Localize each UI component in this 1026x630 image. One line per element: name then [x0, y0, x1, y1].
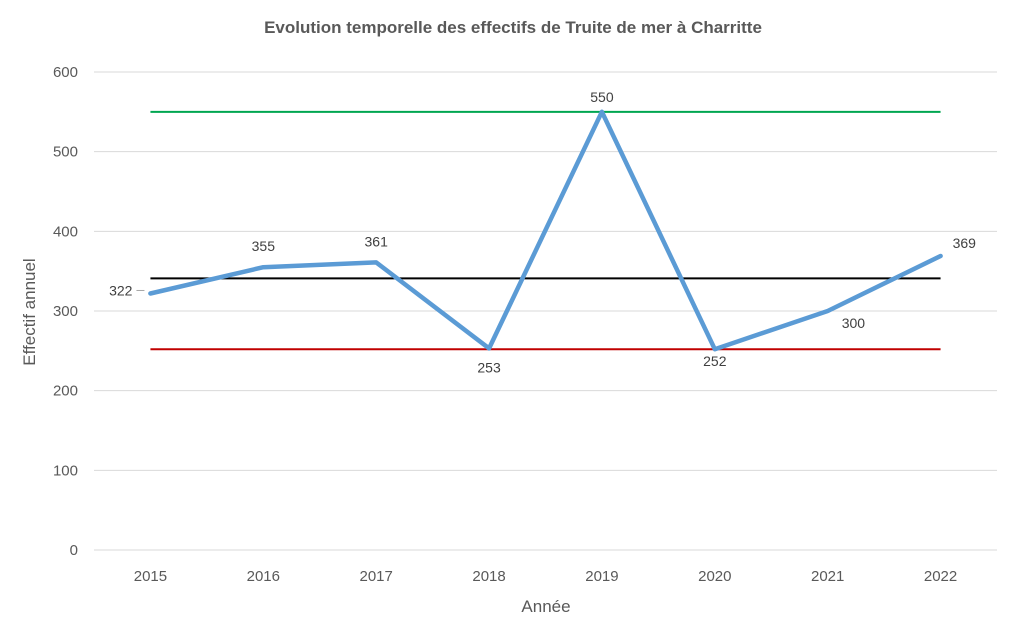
data-label: 252: [703, 353, 727, 369]
x-tick-label: 2017: [360, 568, 393, 585]
data-label: 361: [365, 233, 389, 249]
data-label: 550: [590, 89, 614, 105]
gridlines: [94, 71, 997, 551]
y-axis-ticks: 0 100 200 300 400 500 600: [53, 64, 78, 559]
data-labels: 322 355 361 253 550 252 300 369: [109, 89, 976, 376]
series-line: [148, 109, 943, 352]
y-axis-label: Effectif annuel: [20, 258, 39, 365]
data-label: 322: [109, 282, 133, 298]
x-axis-label: Année: [521, 597, 570, 616]
x-tick-label: 2015: [134, 568, 167, 585]
x-tick-label: 2022: [924, 568, 957, 585]
x-tick-label: 2019: [585, 568, 618, 585]
series-group: [148, 109, 943, 352]
x-tick-label: 2018: [472, 568, 505, 585]
chart-title: Evolution temporelle des effectifs de Tr…: [264, 18, 762, 37]
x-tick-label: 2016: [247, 568, 280, 585]
y-tick-label: 0: [70, 542, 78, 559]
data-label: 355: [252, 238, 276, 254]
x-axis-ticks: 2015 2016 2017 2018 2019 2020 2021 2022: [134, 568, 958, 585]
reference-lines: [150, 110, 941, 351]
y-tick-label: 200: [53, 383, 78, 400]
x-tick-label: 2020: [698, 568, 731, 585]
y-tick-label: 500: [53, 144, 78, 161]
y-tick-label: 100: [53, 462, 78, 479]
y-tick-label: 600: [53, 64, 78, 81]
y-tick-label: 400: [53, 223, 78, 240]
y-tick-label: 300: [53, 303, 78, 320]
data-label: 300: [842, 315, 866, 331]
x-tick-label: 2021: [811, 568, 844, 585]
data-label: 253: [477, 359, 501, 375]
data-label: 369: [953, 235, 977, 251]
